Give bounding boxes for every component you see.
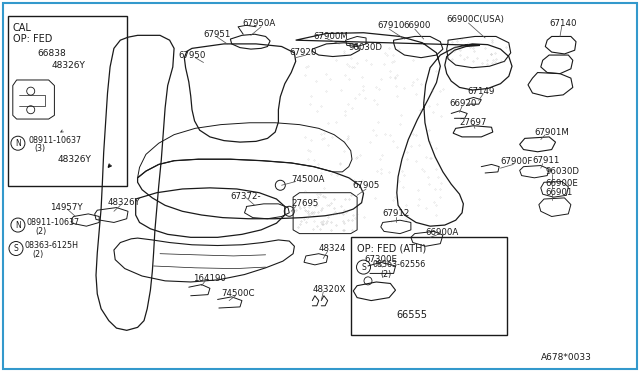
Bar bbox=[351, 237, 507, 335]
Text: 48320X: 48320X bbox=[312, 285, 346, 294]
Text: 67950: 67950 bbox=[178, 51, 205, 60]
Text: 66900A: 66900A bbox=[426, 228, 459, 237]
Text: N: N bbox=[15, 139, 20, 148]
Text: 08911-10637: 08911-10637 bbox=[28, 136, 81, 145]
Text: 27697: 27697 bbox=[460, 118, 487, 126]
Text: 67911: 67911 bbox=[532, 156, 560, 165]
Text: 14957Y: 14957Y bbox=[50, 203, 83, 212]
Text: 67920: 67920 bbox=[289, 48, 317, 57]
Text: 08363-62556: 08363-62556 bbox=[372, 260, 426, 269]
Text: 67950A: 67950A bbox=[242, 19, 275, 28]
Text: (2): (2) bbox=[35, 227, 47, 236]
Circle shape bbox=[11, 136, 25, 150]
Text: 48326Y: 48326Y bbox=[108, 198, 140, 207]
Text: 67300E: 67300E bbox=[365, 255, 398, 264]
Text: 67910: 67910 bbox=[378, 21, 405, 30]
Text: 67149: 67149 bbox=[467, 87, 495, 96]
Text: 48326Y: 48326Y bbox=[58, 155, 92, 164]
Text: 66900: 66900 bbox=[403, 21, 431, 30]
Text: 66901: 66901 bbox=[545, 188, 573, 197]
Text: 67900M: 67900M bbox=[314, 32, 348, 41]
Text: 66900C(USA): 66900C(USA) bbox=[447, 15, 504, 24]
Text: 67912: 67912 bbox=[383, 209, 410, 218]
Text: 48326Y: 48326Y bbox=[51, 61, 85, 70]
Text: S: S bbox=[361, 263, 366, 272]
Text: 74500C: 74500C bbox=[221, 289, 254, 298]
Text: A678*0033: A678*0033 bbox=[541, 353, 591, 362]
Text: 66920: 66920 bbox=[449, 99, 477, 108]
Text: OP: FED (ATH): OP: FED (ATH) bbox=[357, 244, 426, 254]
Text: 67140: 67140 bbox=[549, 19, 577, 28]
Text: 08363-6125H: 08363-6125H bbox=[24, 241, 78, 250]
Text: 08911-10637: 08911-10637 bbox=[27, 218, 80, 227]
Text: 66838: 66838 bbox=[37, 49, 66, 58]
Text: 27695: 27695 bbox=[291, 199, 319, 208]
Text: (2): (2) bbox=[32, 250, 44, 259]
Text: 66555: 66555 bbox=[397, 311, 428, 320]
Circle shape bbox=[9, 241, 23, 256]
Text: S: S bbox=[13, 244, 19, 253]
Bar bbox=[8, 16, 127, 186]
Text: OP: FED: OP: FED bbox=[13, 34, 52, 44]
Text: 74500A: 74500A bbox=[291, 175, 324, 184]
Text: 67372-: 67372- bbox=[230, 192, 261, 201]
Circle shape bbox=[356, 260, 371, 274]
Text: 48324: 48324 bbox=[319, 244, 346, 253]
Text: 67901M: 67901M bbox=[534, 128, 569, 137]
Text: 67900F: 67900F bbox=[500, 157, 533, 166]
Text: 67905: 67905 bbox=[352, 181, 380, 190]
Circle shape bbox=[11, 218, 25, 232]
Text: 67951: 67951 bbox=[204, 30, 231, 39]
Text: 96030D: 96030D bbox=[349, 43, 383, 52]
Text: CAL: CAL bbox=[13, 23, 31, 33]
Text: (2): (2) bbox=[381, 270, 392, 279]
Text: N: N bbox=[15, 221, 20, 230]
Text: 96030D: 96030D bbox=[545, 167, 579, 176]
Text: 164190: 164190 bbox=[193, 274, 226, 283]
Text: (3): (3) bbox=[34, 144, 45, 153]
Text: 66900E: 66900E bbox=[545, 179, 578, 187]
